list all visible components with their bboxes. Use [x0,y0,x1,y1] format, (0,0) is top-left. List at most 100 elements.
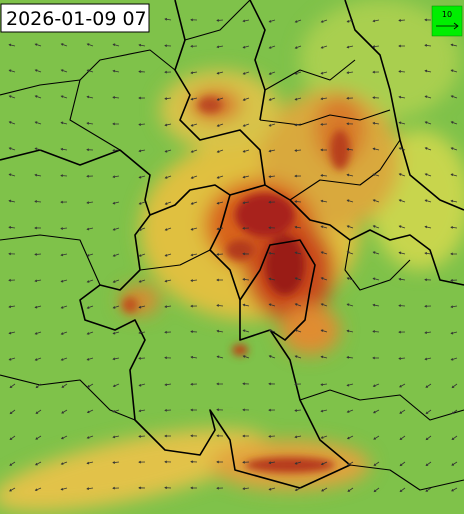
wind-arrow [268,303,276,307]
wind-arrow [372,225,380,229]
wind-arrow [373,435,380,440]
wind-arrow [399,409,406,414]
wind-arrow [9,487,16,492]
wind-arrow [138,201,146,205]
wind-arrow [450,226,458,229]
wind-arrow [216,408,224,412]
wind-arrow [372,330,380,333]
wind-arrow [372,277,380,281]
wind-arrow [138,279,146,283]
wind-arrow [216,123,224,127]
wind-arrow [35,383,42,389]
wind-arrow [8,331,16,335]
wind-arrow [60,461,68,465]
wind-arrow [112,461,120,464]
wind-arrow [190,304,198,308]
wind-arrow [60,174,68,178]
wind-arrow [346,45,354,49]
wind-arrow [8,69,16,73]
wind-arrow [346,147,354,151]
wind-arrow [60,121,68,125]
wind-arrow [294,174,302,178]
wind-arrow [346,409,354,413]
wind-arrow [242,97,250,101]
wind-arrow [424,251,432,255]
wind-arrow [398,199,406,203]
wind-arrow [138,96,146,100]
wind-arrow [190,330,198,334]
wind-arrow [216,227,224,231]
wind-arrow [138,331,146,335]
wind-arrow [294,461,302,465]
wind-arrow [60,331,68,335]
wind-arrow [61,383,68,388]
wind-arrow [34,487,42,491]
wind-arrow [34,200,42,203]
wind-arrow [399,461,406,467]
timestamp: 2026-01-09 07 [6,8,147,30]
wind-arrow [294,251,302,255]
wind-arrow [86,305,94,309]
wind-arrow [34,226,42,230]
wind-arrow [112,383,120,388]
wind-arrow [450,147,458,151]
wind-arrow [399,383,406,388]
wind-arrow [424,147,432,151]
wind-arrow [398,225,406,229]
wind-arrow [8,357,16,361]
wind-arrow [112,409,120,413]
wind-arrow [216,329,224,333]
wind-arrow [190,434,198,438]
wind-arrow [216,71,224,75]
wind-arrow [399,435,406,440]
wind-arrow [86,174,94,178]
wind-arrow [450,173,458,177]
wind-arrow [320,277,328,281]
wind-arrow [216,355,224,359]
wind-arrow [138,149,146,153]
wind-arrow [138,383,146,387]
wind-arrow [60,279,68,283]
wind-arrow [372,356,380,360]
wind-arrow [268,277,276,281]
borders [0,0,464,491]
wind-arrow [8,121,16,125]
wind-arrow [8,95,16,99]
wind-arrow [216,19,224,22]
wind-arrow [138,70,146,73]
wind-arrow [35,435,42,440]
wind-arrow [190,382,198,386]
wind-arrow [372,383,380,387]
wind-arrow [294,303,302,307]
wind-arrow [450,278,458,282]
wind-arrow [268,200,276,204]
wind-arrow [346,277,354,281]
wind-scale-label: 10 [442,10,452,19]
wind-arrow [451,461,458,466]
wind-arrow [86,43,94,47]
wind-arrow [138,435,146,438]
wind-arrow [9,461,16,466]
wind-arrow [138,175,146,179]
wind-arrow [35,461,42,466]
wind-arrow [138,460,146,464]
wind-arrow [346,356,354,359]
wind-arrow [138,227,146,231]
wind-arrow [424,225,432,229]
wind-arrow [242,201,250,205]
wind-arrow [450,252,458,256]
wind-arrow [398,147,406,151]
wind-scale-arrow [436,22,459,30]
wind-arrow [320,251,328,255]
wind-arrow [60,69,68,73]
wind-arrow [242,123,250,127]
wind-arrow [190,123,198,127]
wind-arrow [450,199,458,203]
wind-arrow [60,487,68,491]
wind-arrow [399,487,406,493]
wind-arrow [242,252,250,256]
wind-arrow [346,383,354,387]
wind-arrow [112,435,120,439]
wind-arrow [451,435,458,440]
wind-arrow [216,486,224,490]
